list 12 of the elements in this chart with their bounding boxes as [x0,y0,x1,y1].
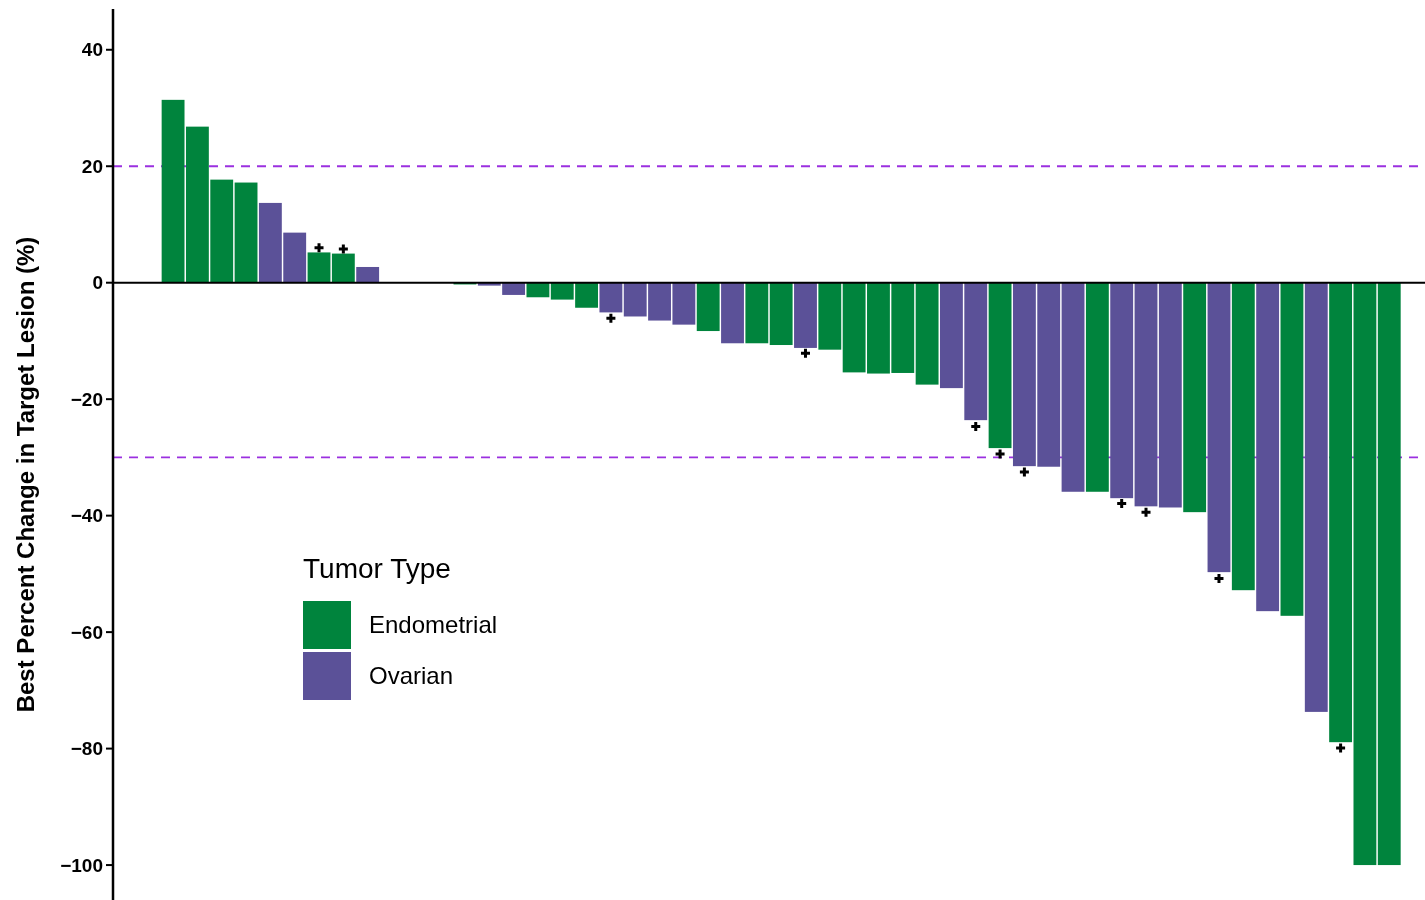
y-tick-label: −100 [60,854,103,876]
y-tick-label: 0 [92,272,103,294]
y-tick-label: −80 [70,738,103,760]
y-tick-label: 40 [81,39,103,61]
y-axis-title: Best Percent Change in Target Lesion (%) [12,236,39,713]
y-tick-label: −60 [70,621,103,643]
legend-label: Ovarian [369,662,454,690]
y-tick-label: −40 [70,505,103,527]
legend-title: Tumor Type [303,553,451,584]
y-tick-label: 20 [81,155,103,177]
y-tick-label: −20 [70,388,103,410]
legend-label: Endometrial [369,611,498,639]
